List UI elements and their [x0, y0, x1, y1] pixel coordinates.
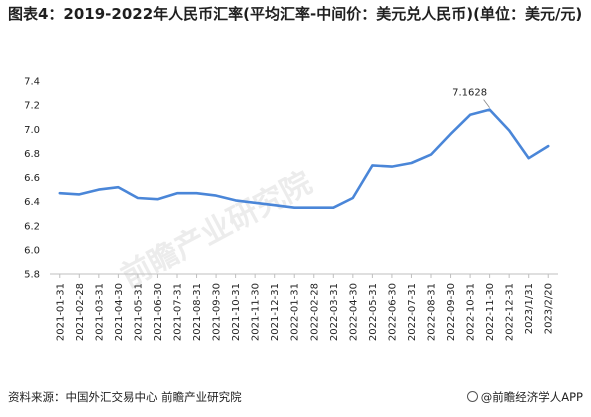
x-tick-label: 2021-04-30 — [114, 283, 125, 341]
annotation-leader — [483, 99, 490, 108]
brand-credit: @前瞻经济学人APP — [466, 389, 583, 405]
source-note: 资料来源：中国外汇交易中心 前瞻产业研究院 — [8, 390, 242, 404]
data-label: 7.1628 — [452, 88, 487, 99]
y-tick-label: 6.4 — [24, 197, 40, 208]
series-line — [58, 108, 550, 209]
x-tick-label: 2023/1/31 — [524, 283, 535, 334]
x-tick-label: 2021-01-31 — [55, 283, 66, 341]
y-tick-label: 5.8 — [24, 270, 40, 281]
x-tick-label: 2021-08-31 — [192, 283, 203, 341]
x-tick-label: 2022-09-30 — [446, 283, 457, 341]
x-tick-label: 2022-03-31 — [329, 283, 340, 341]
x-tick-label: 2022-04-30 — [348, 283, 359, 341]
x-tick-label: 2022-11-30 — [485, 283, 496, 341]
brand-label: @前瞻经济学人APP — [480, 390, 583, 404]
x-tick-label: 2021-11-30 — [251, 283, 262, 341]
x-tick-label: 2022-02-28 — [309, 283, 320, 341]
y-tick-label: 7.2 — [24, 101, 40, 112]
x-tick-label: 2022-10-31 — [466, 283, 477, 341]
x-tick-label: 2021-07-31 — [173, 283, 184, 341]
x-tick-label: 2022-08-31 — [427, 283, 438, 341]
y-tick-label: 7.4 — [24, 77, 40, 88]
x-tick-label: 2022-07-31 — [407, 283, 418, 341]
x-tick-label: 2022-01-31 — [290, 283, 301, 341]
x-tick-label: 2022-12-31 — [505, 283, 516, 341]
y-tick-label: 6.2 — [24, 221, 40, 232]
y-tick-label: 6.6 — [24, 173, 40, 184]
x-tick-label: 2021-05-31 — [133, 283, 144, 341]
x-tick-label: 2021-10-31 — [231, 283, 242, 341]
x-tick-label: 2021-12-31 — [270, 283, 281, 341]
brand-logo-icon — [466, 391, 478, 402]
x-tick-label: 2022-05-31 — [368, 283, 379, 341]
x-tick-label: 2021-09-30 — [212, 283, 223, 341]
x-tick-label: 2021-02-28 — [75, 283, 86, 341]
y-tick-label: 6.8 — [24, 149, 40, 160]
x-tick-label: 2021-06-30 — [153, 283, 164, 341]
x-tick-label: 2021-03-31 — [94, 283, 105, 341]
y-tick-label: 6.0 — [24, 245, 40, 256]
chart-title: 图表4：2019-2022年人民币汇率(平均汇率-中间价：美元兑人民币)(单位：… — [8, 5, 583, 23]
x-tick-label: 2022-06-30 — [387, 283, 398, 341]
y-tick-label: 7.0 — [24, 125, 40, 136]
x-tick-label: 2023/2/20 — [544, 283, 555, 334]
